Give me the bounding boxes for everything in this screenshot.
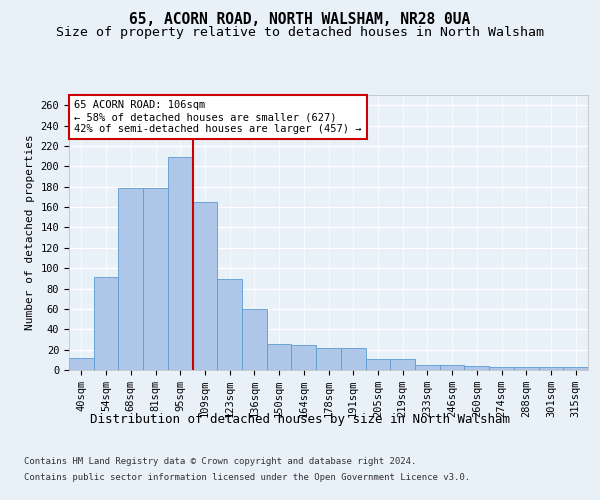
Bar xyxy=(489,367,514,370)
Text: 65, ACORN ROAD, NORTH WALSHAM, NR28 0UA: 65, ACORN ROAD, NORTH WALSHAM, NR28 0UA xyxy=(130,12,470,28)
Text: 65 ACORN ROAD: 106sqm
← 58% of detached houses are smaller (627)
42% of semi-det: 65 ACORN ROAD: 106sqm ← 58% of detached … xyxy=(74,100,362,134)
Bar xyxy=(464,366,489,370)
Bar xyxy=(242,309,267,370)
Y-axis label: Number of detached properties: Number of detached properties xyxy=(25,134,35,330)
Bar xyxy=(341,348,365,370)
Text: Contains HM Land Registry data © Crown copyright and database right 2024.: Contains HM Land Registry data © Crown c… xyxy=(24,458,416,466)
Bar xyxy=(316,348,341,370)
Text: Size of property relative to detached houses in North Walsham: Size of property relative to detached ho… xyxy=(56,26,544,39)
Bar xyxy=(267,344,292,370)
Bar xyxy=(365,359,390,370)
Bar xyxy=(193,202,217,370)
Bar xyxy=(94,278,118,370)
Text: Distribution of detached houses by size in North Walsham: Distribution of detached houses by size … xyxy=(90,412,510,426)
Bar xyxy=(539,367,563,370)
Bar xyxy=(440,365,464,370)
Text: Contains public sector information licensed under the Open Government Licence v3: Contains public sector information licen… xyxy=(24,472,470,482)
Bar xyxy=(168,157,193,370)
Bar xyxy=(292,344,316,370)
Bar xyxy=(217,280,242,370)
Bar xyxy=(415,365,440,370)
Bar xyxy=(514,367,539,370)
Bar xyxy=(563,367,588,370)
Bar xyxy=(118,188,143,370)
Bar xyxy=(143,188,168,370)
Bar xyxy=(390,359,415,370)
Bar xyxy=(69,358,94,370)
